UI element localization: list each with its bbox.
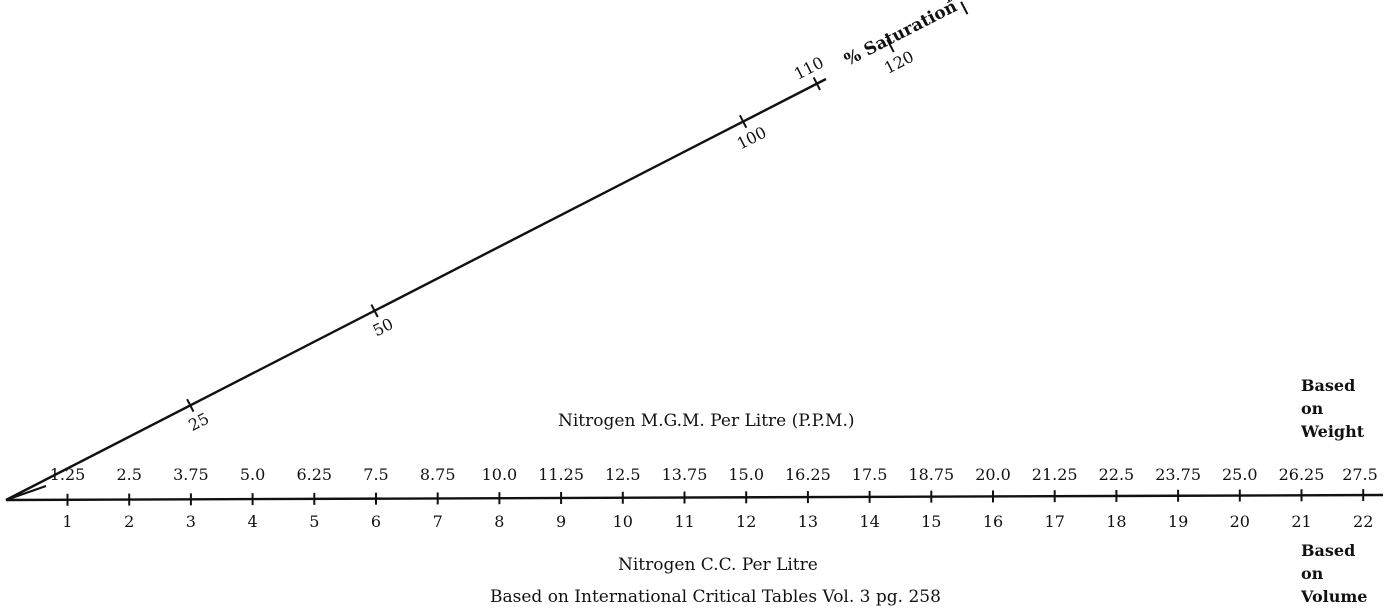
volume-note-line: Volume bbox=[1300, 587, 1367, 606]
weight-tick-label: 1.25 bbox=[50, 465, 86, 484]
weight-tick-label: 10.0 bbox=[482, 465, 518, 484]
axis-origin-spur bbox=[5, 485, 47, 501]
weight-tick-label: 3.75 bbox=[173, 465, 209, 484]
weight-tick-label: 7.5 bbox=[363, 465, 388, 484]
weight-note-line: on bbox=[1301, 399, 1324, 418]
weight-tick-label: 12.5 bbox=[605, 465, 641, 484]
saturation-tick-label: 110 bbox=[791, 53, 827, 84]
weight-tick-label: 25.0 bbox=[1222, 465, 1258, 484]
saturation-tick-mark bbox=[370, 304, 379, 318]
volume-side-note: Based on Volume bbox=[1300, 541, 1367, 606]
volume-tick-label: 13 bbox=[798, 512, 818, 531]
saturation-axis-line bbox=[5, 77, 827, 502]
volume-axis-ticks: 1 2 3 4 5 6 7 8 9 10 11 12 13 14 15 16 17 18 19 20 21 22 bbox=[62, 489, 1373, 531]
weight-tick-label: 21.25 bbox=[1032, 465, 1078, 484]
weight-note-line: Based bbox=[1301, 376, 1355, 395]
volume-tick-label: 11 bbox=[674, 512, 694, 531]
weight-tick-label: 18.75 bbox=[908, 465, 954, 484]
weight-tick-label: 23.75 bbox=[1155, 465, 1201, 484]
volume-tick-label: 15 bbox=[921, 512, 941, 531]
saturation-tick-mark bbox=[960, 1, 969, 15]
weight-tick-label: 15.0 bbox=[728, 465, 764, 484]
saturation-tick-mark bbox=[886, 39, 895, 53]
horizontal-axis-line bbox=[5, 493, 1384, 502]
volume-tick-label: 21 bbox=[1291, 512, 1311, 531]
saturation-tick-label: 25 bbox=[185, 409, 212, 435]
saturation-tick-mark bbox=[186, 398, 195, 413]
volume-tick-label: 12 bbox=[736, 512, 756, 531]
volume-tick-label: 1 bbox=[62, 512, 72, 531]
volume-tick-label: 4 bbox=[248, 512, 258, 531]
weight-tick-label: 16.25 bbox=[785, 465, 831, 484]
source-citation: Based on International Critical Tables V… bbox=[490, 587, 941, 607]
volume-tick-label: 19 bbox=[1168, 512, 1188, 531]
weight-axis-labels: 1.25 2.5 3.75 5.0 6.25 7.5 8.75 10.0 11.25 12.5 13… bbox=[50, 465, 1378, 484]
weight-tick-label: 13.75 bbox=[662, 465, 708, 484]
volume-tick-label: 20 bbox=[1230, 512, 1250, 531]
volume-tick-label: 7 bbox=[433, 512, 443, 531]
weight-note-line: Weight bbox=[1300, 422, 1365, 441]
weight-tick-label: 11.25 bbox=[538, 465, 584, 484]
volume-note-line: Based bbox=[1301, 541, 1355, 560]
volume-tick-label: 16 bbox=[983, 512, 1003, 531]
weight-tick-label: 22.5 bbox=[1099, 465, 1135, 484]
saturation-tick-mark bbox=[739, 114, 748, 129]
weight-tick-label: 17.5 bbox=[852, 465, 888, 484]
volume-tick-label: 22 bbox=[1353, 512, 1373, 531]
weight-tick-label: 2.5 bbox=[116, 465, 141, 484]
weight-axis-caption: Nitrogen M.G.M. Per Litre (P.P.M.) bbox=[558, 411, 855, 431]
weight-side-note: Based on Weight bbox=[1300, 376, 1365, 441]
volume-tick-label: 8 bbox=[494, 512, 504, 531]
weight-tick-label: 5.0 bbox=[240, 465, 265, 484]
weight-tick-label: 8.75 bbox=[420, 465, 456, 484]
volume-tick-label: 17 bbox=[1045, 512, 1065, 531]
volume-tick-label: 3 bbox=[186, 512, 196, 531]
saturation-tick-label: 50 bbox=[370, 314, 397, 340]
volume-tick-label: 6 bbox=[371, 512, 381, 531]
volume-axis-caption: Nitrogen C.C. Per Litre bbox=[618, 555, 818, 575]
volume-tick-label: 18 bbox=[1106, 512, 1126, 531]
weight-tick-label: 27.5 bbox=[1342, 465, 1378, 484]
volume-tick-label: 14 bbox=[859, 512, 879, 531]
weight-tick-label: 20.0 bbox=[975, 465, 1011, 484]
weight-tick-label: 6.25 bbox=[296, 465, 332, 484]
volume-tick-label: 5 bbox=[309, 512, 319, 531]
volume-note-line: on bbox=[1301, 564, 1324, 583]
volume-tick-label: 9 bbox=[556, 512, 566, 531]
saturation-tick-label: 100 bbox=[734, 123, 770, 154]
weight-tick-label: 26.25 bbox=[1279, 465, 1325, 484]
volume-tick-label: 2 bbox=[124, 512, 134, 531]
saturation-tick-mark bbox=[812, 77, 821, 91]
volume-tick-label: 10 bbox=[613, 512, 633, 531]
